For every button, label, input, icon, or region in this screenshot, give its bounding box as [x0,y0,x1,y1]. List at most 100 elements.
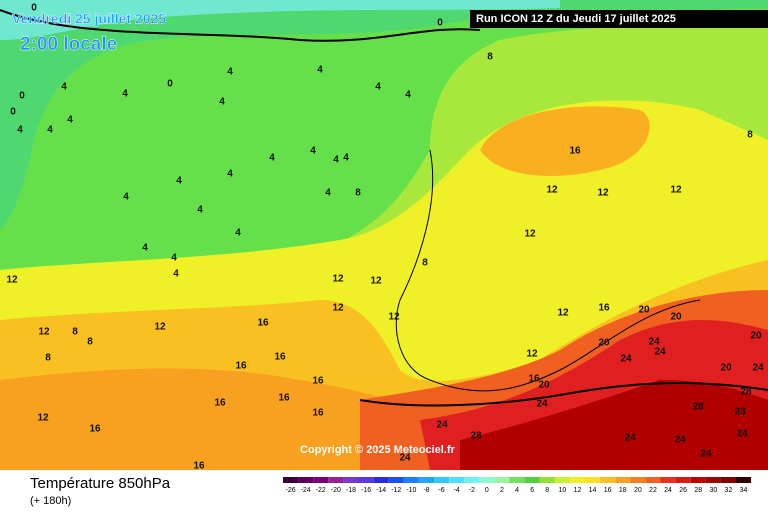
contour-label: 12 [546,185,558,196]
scale-label: 6 [530,487,534,494]
scale-swatch [358,477,374,483]
scale-label: 34 [740,487,748,494]
run: Run ICON 12 Z du Jeudi 17 juillet 2025 [476,13,676,25]
contour-label: 4 [219,97,225,108]
zone-16-north [480,106,650,176]
scale-swatch [403,477,419,483]
scale-label: 12 [574,487,582,494]
contour-label: 12 [526,349,538,360]
scale-label: 18 [619,487,627,494]
scale-label: -12 [391,487,401,494]
scale-label: -18 [346,487,356,494]
contour-label: 4 [375,82,381,93]
contour-label: 24 [752,363,764,374]
scale-swatch [675,477,691,483]
contour-label: 24 [620,354,632,365]
contour-label: 24 [436,420,448,431]
contour-label: 12 [524,229,536,240]
contour-label: 4 [197,205,203,216]
scale-swatch [720,477,736,483]
contour-label: 28 [740,387,752,398]
zone-4 [0,0,768,300]
contour-label: 8 [72,327,78,338]
scale-swatch [479,477,495,483]
scale-swatch [283,477,299,483]
scale-label: -22 [316,487,326,494]
contour-label: 4 [405,90,411,101]
contour-label: 4 [47,125,53,136]
scale-swatch [418,477,434,483]
scale-swatch [449,477,465,483]
zone-28 [460,380,768,470]
contour-label: 4 [227,169,233,180]
scale-swatch [373,477,389,483]
contour-label: 16 [274,352,286,363]
contour-label: 8 [355,188,361,199]
contour-label: 4 [171,253,177,264]
scale-label: 2 [500,487,504,494]
scale-label: -16 [361,487,371,494]
contour-label: 20 [638,305,650,316]
contour-label: 4 [269,153,275,164]
contour-label: 16 [528,374,540,385]
contour-label: 8 [87,337,93,348]
scale-swatch [690,477,706,483]
scale-label: 4 [515,487,519,494]
contour-label: 20 [750,331,762,342]
scale-swatch [554,477,570,483]
contour-label: 16 [235,361,247,372]
contour-label: 16 [89,424,101,435]
scale-label: 22 [649,487,657,494]
coastline [0,9,481,42]
contour-label: 8 [747,130,753,141]
scale-swatch [494,477,510,483]
scale-swatch [434,477,450,483]
scale-label: 32 [725,487,733,494]
scale-label: 16 [604,487,612,494]
map [0,0,768,471]
color-scale: -26 -24 -22 -20 -18 -16 -14 -12 -10 -8 -6 -4 -2 0 2 4 6 8… [283,477,752,494]
scale-label: -8 [423,487,429,494]
contour-label: 24 [674,435,686,446]
scale-swatch [585,477,601,483]
scale-label: -24 [301,487,311,494]
contour-label: 4 [325,188,331,199]
scale-swatch [600,477,616,483]
contour-label: 24 [654,347,666,358]
scale-label: 0 [485,487,489,494]
contour-label: 28 [692,402,704,413]
contour-label: 16 [598,303,610,314]
scale-swatch [645,477,661,483]
scale-label: -20 [331,487,341,494]
footer-title: Température 850hPa [30,475,171,492]
contour-label: 4 [317,65,323,76]
scale-label: 24 [664,487,672,494]
contour-label: 16 [312,408,324,419]
contour-label: 4 [123,192,129,203]
contour-label: 4 [176,176,182,187]
contour-label: 12 [670,185,682,196]
scale-label: 20 [634,487,642,494]
contour-label: 4 [310,146,316,157]
coastline [395,149,701,392]
contour-label: 24 [624,433,636,444]
contour-label: 8 [422,258,428,269]
contour-label: 12 [37,413,49,424]
contour-label: 16 [569,146,581,157]
contour-label: 24 [536,399,548,410]
scale-label: 10 [558,487,566,494]
contour-label: 4 [227,67,233,78]
scale-swatch [539,477,555,483]
scale-label: -26 [285,487,295,494]
scale-swatch [313,477,329,483]
scale-label: 30 [709,487,717,494]
scale-label: 26 [679,487,687,494]
contour-label: 4 [173,269,179,280]
zone-18 [0,368,430,470]
zone-0 [0,0,560,40]
footer-lead: (+ 180h) [30,495,71,507]
contour-label: 24 [700,449,712,460]
scale-label: 14 [589,487,597,494]
scale-label: 28 [694,487,702,494]
